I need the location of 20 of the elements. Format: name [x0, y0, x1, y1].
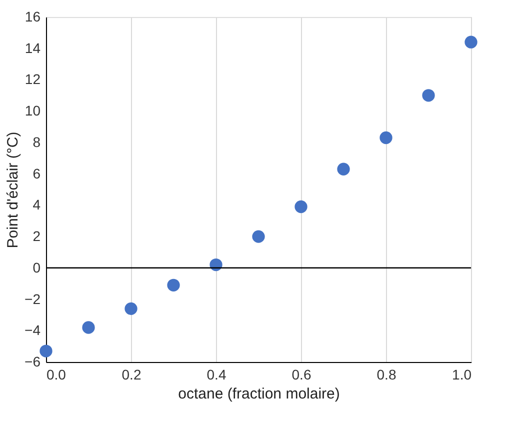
x-axis-title: octane (fraction molaire)	[178, 386, 340, 402]
y-tick-label: −6	[24, 354, 41, 370]
y-tick-label: −2	[24, 290, 41, 307]
x-tick-label: 0.0	[46, 366, 66, 382]
x-tick-label: 1.0	[452, 366, 472, 382]
x-tick-label: 0.6	[292, 366, 312, 382]
y-tick-label: 6	[32, 165, 41, 182]
y-tick-label: −4	[24, 322, 41, 338]
x-tick-label: 0.4	[206, 366, 226, 382]
y-tick-label: 8	[32, 134, 41, 150]
y-tick-label: 14	[24, 40, 41, 56]
y-tick-label: 0	[32, 259, 41, 276]
x-tick-label: 0.2	[122, 366, 142, 382]
y-tick-label: 2	[32, 228, 41, 244]
y-tick-label: 16	[24, 8, 41, 24]
x-tick-label: 0.8	[376, 366, 396, 382]
y-axis-title: Point d'éclair (°C)	[4, 132, 22, 248]
y-tick-label: 10	[24, 102, 41, 119]
y-tick-label: 12	[24, 71, 41, 88]
y-tick-label: 4	[32, 196, 41, 213]
